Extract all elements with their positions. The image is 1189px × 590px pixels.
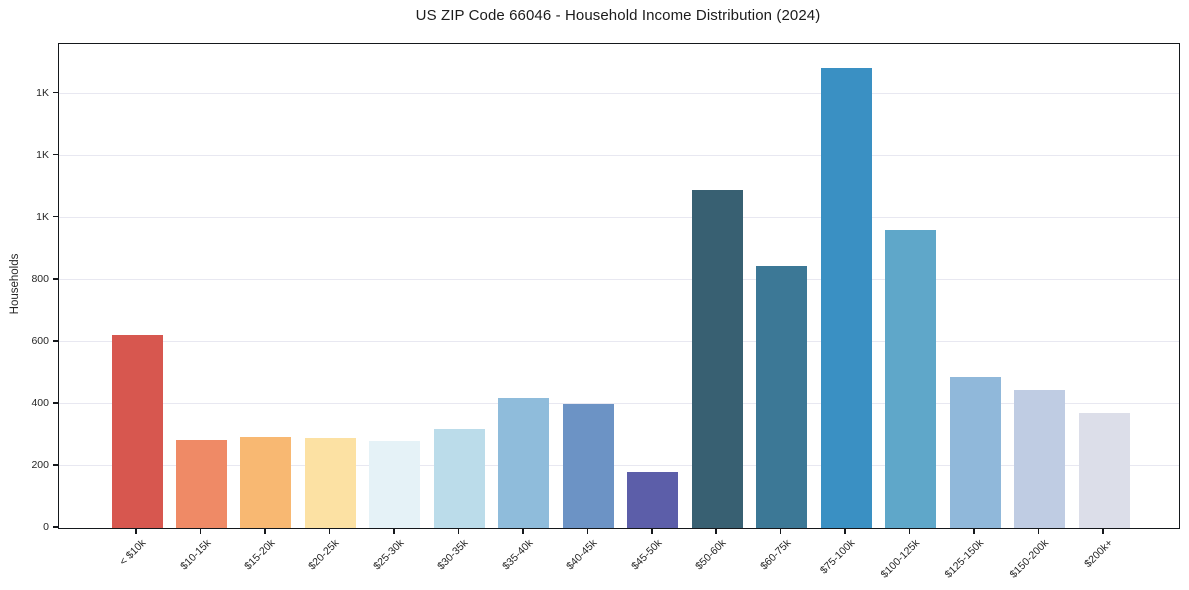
- x-tick-mark: [715, 528, 717, 534]
- x-tick-label-text: $10-15k: [177, 537, 213, 573]
- x-tick-label-text: $20-25k: [306, 537, 342, 573]
- x-tick-label-text: $75-100k: [818, 537, 858, 577]
- bar-$40-45k: [562, 403, 614, 528]
- chart-title: US ZIP Code 66046 - Household Income Dis…: [415, 7, 821, 24]
- y-tick-mark: [52, 340, 58, 342]
- x-tick-mark: [973, 528, 975, 534]
- x-tick-label-text: $150-200k: [1007, 537, 1052, 581]
- y-tick-label: 0: [43, 521, 49, 533]
- x-tick-mark: [393, 528, 395, 534]
- bar-$35-40k: [498, 398, 550, 528]
- y-tick-label: 200: [31, 458, 49, 471]
- y-tick-label: 1K: [36, 86, 49, 99]
- y-tick-label: 1K: [36, 148, 49, 161]
- x-tick-label-text: $50-60k: [693, 537, 729, 573]
- x-tick-mark: [135, 528, 137, 534]
- x-tick-mark: [522, 528, 524, 534]
- y-tick-mark: [52, 153, 58, 156]
- gridline: [59, 155, 1179, 157]
- bar-$100-125k: [885, 230, 937, 528]
- y-tick-label: 800: [31, 272, 49, 285]
- bar-$125-150k: [949, 376, 1001, 528]
- bar-$15-20k: [240, 437, 292, 528]
- y-tick-mark: [52, 526, 58, 528]
- x-tick-label-text: $15-20k: [242, 537, 278, 573]
- x-tick-label-text: $125-150k: [943, 537, 987, 581]
- x-tick-mark: [908, 528, 911, 534]
- bar-$200k+: [1078, 413, 1130, 528]
- x-tick-label-text: $100-125k: [878, 537, 923, 581]
- bar-$150-200k: [1014, 390, 1066, 528]
- y-tick-mark: [52, 464, 58, 466]
- x-tick-mark: [1102, 528, 1104, 534]
- x-tick-mark: [457, 528, 460, 534]
- gridline: [59, 93, 1179, 95]
- bar-< $10k: [111, 335, 163, 528]
- plot-area: [58, 43, 1180, 529]
- x-tick-label-text: $35-40k: [499, 537, 536, 573]
- x-tick-label-text: $200k+: [1082, 537, 1116, 571]
- x-tick-label-text: $60-75k: [757, 537, 794, 573]
- x-tick-mark: [844, 528, 846, 534]
- gridline: [59, 465, 1179, 467]
- y-tick-mark: [52, 91, 58, 94]
- bar-$30-35k: [433, 429, 485, 528]
- y-tick-mark: [52, 402, 58, 404]
- x-tick-mark: [651, 528, 653, 534]
- x-tick-mark: [586, 528, 589, 534]
- y-tick-label: 400: [31, 396, 49, 409]
- y-tick-label: 1K: [36, 210, 49, 223]
- x-tick-label-text: $45-50k: [628, 537, 665, 573]
- gridline: [59, 279, 1179, 281]
- bar-$20-25k: [304, 438, 356, 528]
- x-tick-label-text: $25-30k: [371, 537, 407, 573]
- bar-$25-30k: [369, 440, 421, 528]
- x-tick-label-text: $40-45k: [564, 537, 600, 573]
- x-tick-mark: [264, 528, 266, 534]
- gridline: [59, 341, 1179, 343]
- y-tick-label: 600: [31, 334, 49, 347]
- x-tick-mark: [779, 528, 782, 534]
- y-tick-mark: [52, 278, 58, 280]
- gridline: [59, 403, 1179, 405]
- bar-$10-15k: [175, 439, 227, 528]
- x-tick-mark: [328, 528, 331, 534]
- bar-$50-60k: [691, 190, 743, 528]
- y-tick-mark: [52, 215, 58, 218]
- x-tick-mark: [199, 528, 202, 534]
- bar-$75-100k: [820, 67, 872, 528]
- bar-$45-50k: [627, 472, 679, 528]
- x-tick-label-text: < $10k: [117, 537, 149, 568]
- x-tick-mark: [1037, 528, 1040, 534]
- gridline: [59, 217, 1179, 219]
- bar-$60-75k: [756, 265, 808, 528]
- x-tick-label-text: $30-35k: [435, 537, 471, 573]
